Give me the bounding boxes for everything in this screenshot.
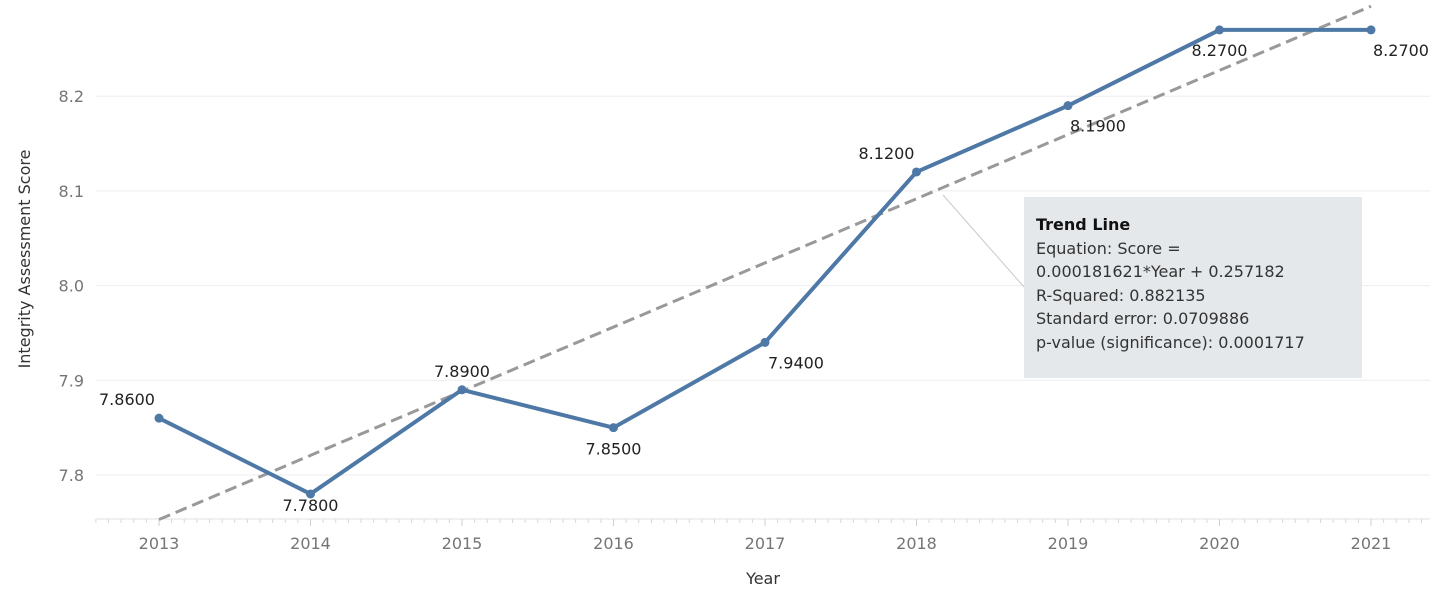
data-label-2019: 8.1900	[1070, 117, 1126, 136]
trend-line[interactable]	[158, 4, 1372, 521]
data-points[interactable]	[154, 25, 1376, 499]
y-tick-label: 8.2	[59, 87, 84, 106]
data-point-2013[interactable]	[154, 413, 164, 423]
y-axis-title: Integrity Assessment Score	[15, 150, 34, 369]
tooltip-title: Trend Line	[1036, 215, 1131, 234]
data-point-2018[interactable]	[912, 167, 921, 177]
data-label-2013: 7.8600	[99, 390, 155, 409]
data-point-2014[interactable]	[306, 489, 315, 499]
x-axis-ticks: 2013 2014 2015 2016 2017 2018 2019 2020 2021	[95, 519, 1422, 553]
x-tick-label: 2015	[442, 534, 483, 553]
tooltip-connector-line	[942, 194, 1025, 288]
x-tick-label: 2020	[1199, 534, 1240, 553]
y-tick-label: 8.1	[59, 182, 84, 201]
data-point-2020[interactable]	[1215, 25, 1224, 35]
y-tick-label: 7.9	[59, 371, 84, 390]
tooltip-r-squared: R-Squared: 0.882135	[1036, 285, 1206, 305]
tooltip-standard-error: Standard error: 0.0709886	[1036, 309, 1250, 328]
x-tick-label: 2013	[139, 534, 180, 553]
x-tick-label: 2021	[1351, 534, 1392, 553]
data-point-2017[interactable]	[760, 337, 770, 347]
x-tick-label: 2014	[290, 534, 331, 553]
tooltip-p-value: p-value (significance): 0.0001717	[1036, 332, 1305, 352]
data-point-2021[interactable]	[1366, 25, 1376, 35]
y-axis-ticks: 7.8 7.9 8.0 8.1 8.2	[59, 87, 84, 485]
x-tick-label: 2019	[1048, 534, 1089, 553]
data-label-2017: 7.9400	[768, 353, 824, 372]
tooltip-equation-label: Equation: Score =	[1036, 238, 1181, 258]
data-point-2016[interactable]	[609, 423, 618, 433]
data-label-2014: 7.7800	[283, 496, 339, 515]
data-point-2019[interactable]	[1063, 101, 1073, 111]
data-label-2020: 8.2700	[1192, 41, 1248, 60]
x-tick-label: 2016	[593, 534, 634, 553]
data-label-2018: 8.1200	[859, 144, 915, 163]
data-label-2016: 7.8500	[586, 440, 642, 459]
y-tick-label: 8.0	[59, 277, 84, 296]
x-axis-title: Year	[745, 569, 780, 588]
trend-line-tooltip: Trend Line Equation: Score = 0.000181621…	[1024, 197, 1362, 378]
y-tick-label: 7.8	[59, 466, 84, 485]
gridlines	[96, 95, 1430, 476]
x-tick-label: 2017	[745, 534, 786, 553]
data-labels: 7.8600 7.7800 7.8900 7.8500 7.9400 8.1200 8.19…	[99, 41, 1429, 515]
data-label-2021: 8.2700	[1373, 41, 1429, 60]
tooltip-equation: 0.000181621*Year + 0.257182	[1036, 262, 1285, 281]
data-point-2015[interactable]	[457, 385, 467, 395]
x-tick-label: 2018	[896, 534, 937, 553]
data-label-2015: 7.8900	[434, 362, 490, 381]
